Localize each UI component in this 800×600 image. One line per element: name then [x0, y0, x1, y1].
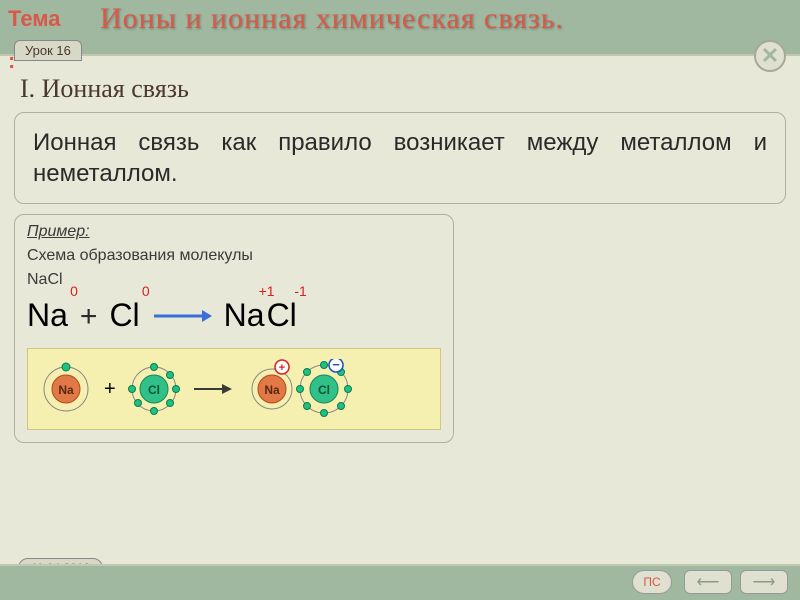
- example-box: Пример: Схема образования молекулы NaCl …: [14, 214, 454, 443]
- plus-operator: +: [80, 300, 98, 334]
- arrow-right-icon: ⟶: [753, 572, 776, 592]
- scheme-text-2: NaCl: [27, 271, 441, 289]
- charge-label: 0: [142, 283, 150, 299]
- scheme-text-1: Схема образования молекулы: [27, 247, 441, 265]
- element-symbol: Na: [27, 297, 68, 333]
- svg-text:−: −: [332, 359, 340, 372]
- nacl-product-icon: Na + Cl −: [242, 359, 362, 419]
- diagram-arrow-icon: [192, 379, 232, 399]
- atom-diagram: Na + Cl Na +: [27, 348, 441, 430]
- product-cl: Cl -1: [267, 297, 297, 334]
- element-symbol: Cl: [267, 297, 297, 333]
- element-symbol: Na: [224, 297, 265, 333]
- ps-button[interactable]: ПС: [632, 570, 672, 594]
- header-bar: Тема Ионы и ионная химическая связь.: [0, 0, 800, 56]
- svg-text:Cl: Cl: [318, 383, 330, 397]
- cl-atom-icon: Cl: [126, 361, 182, 417]
- svg-text:Na: Na: [58, 383, 74, 397]
- next-button[interactable]: ⟶: [740, 570, 788, 594]
- definition-box: Ионная связь как правило возникает между…: [14, 112, 786, 204]
- svg-text:Cl: Cl: [148, 383, 160, 397]
- svg-text:+: +: [278, 362, 284, 374]
- element-symbol: Cl: [109, 297, 139, 333]
- lesson-tab[interactable]: Урок 16: [14, 40, 82, 61]
- plus-operator: +: [104, 378, 116, 401]
- arrow-left-icon: ⟵: [697, 572, 720, 592]
- charge-label: 0: [70, 283, 78, 299]
- definition-text: Ионная связь как правило возникает между…: [33, 129, 767, 187]
- example-label: Пример:: [27, 223, 441, 241]
- equation: Na 0 + Cl 0 Na +1 Cl -1: [27, 297, 441, 334]
- prev-button[interactable]: ⟵: [684, 570, 732, 594]
- svg-text:Na: Na: [264, 383, 280, 397]
- charge-label: -1: [294, 283, 306, 299]
- footer-bar: [0, 564, 800, 600]
- reactant-cl: Cl 0: [109, 297, 139, 334]
- close-button[interactable]: ✕: [754, 40, 786, 72]
- na-atom-icon: Na: [38, 361, 94, 417]
- main-title: Ионы и ионная химическая связь.: [100, 2, 564, 36]
- product-na: Na +1: [224, 297, 265, 334]
- theme-label: Тема: [8, 6, 61, 32]
- section-title: I. Ионная связь: [20, 74, 800, 104]
- close-icon: ✕: [761, 43, 779, 69]
- reactant-na: Na 0: [27, 297, 68, 334]
- reaction-arrow-icon: [152, 306, 212, 326]
